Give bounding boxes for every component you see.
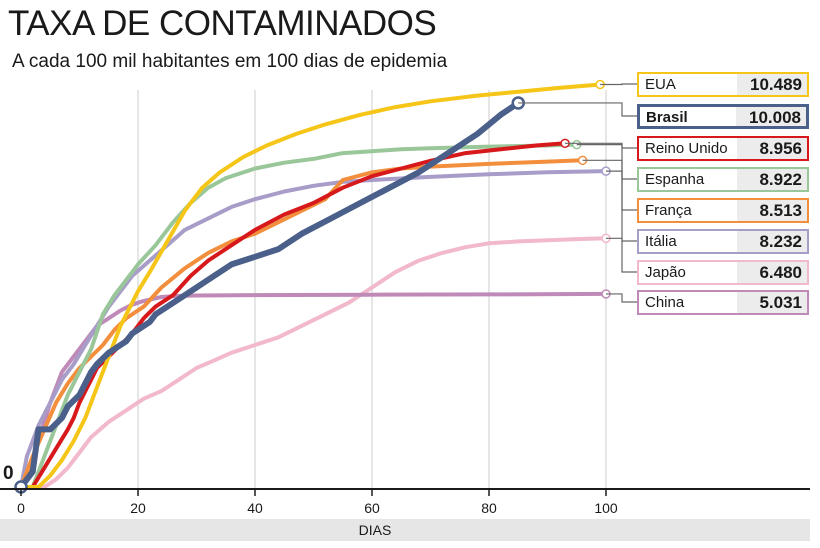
legend-value: 10.008 xyxy=(736,107,806,127)
x-tick-label: 100 xyxy=(594,500,618,516)
leader-line-brasil xyxy=(518,102,637,117)
series-line-reino-unido xyxy=(19,141,568,489)
x-axis-band xyxy=(0,519,810,541)
series-line-it-lia xyxy=(19,169,608,489)
legend-value: 8.922 xyxy=(737,169,807,190)
legend-leaders xyxy=(518,83,637,303)
series-line-jap-o xyxy=(19,236,608,489)
x-tick-label: 60 xyxy=(364,500,380,516)
legend-item-china: China 5.031 xyxy=(637,290,809,315)
legend-item-fran-a: França 8.513 xyxy=(637,198,809,223)
legend-label: Reino Unido xyxy=(645,140,728,157)
series-line-eua xyxy=(19,82,603,489)
legend-label: China xyxy=(645,294,685,311)
series-lines xyxy=(14,79,611,494)
chart-title: TAXA DE CONTAMINADOS xyxy=(8,4,437,43)
x-tick-label: 0 xyxy=(17,500,25,516)
chart-subtitle: A cada 100 mil habitantes em 100 dias de… xyxy=(12,51,448,72)
legend-label: França xyxy=(645,202,692,219)
legend-label: Japão xyxy=(645,264,686,281)
leader-line-china xyxy=(606,293,637,303)
x-axis-label: DIAS xyxy=(359,522,392,538)
legend-item-brasil: Brasil 10.008 xyxy=(637,104,809,129)
legend-value: 5.031 xyxy=(737,292,807,313)
leader-line-reino-unido xyxy=(565,142,637,149)
legend-item-it-lia: Itália 8.232 xyxy=(637,229,809,254)
legend-item-espanha: Espanha 8.922 xyxy=(637,167,809,192)
x-tick-label: 80 xyxy=(481,500,497,516)
y-zero-label: 0 xyxy=(3,463,14,484)
legend-label: Itália xyxy=(645,233,677,250)
legend-value: 8.956 xyxy=(737,138,807,159)
leader-line-jap-o xyxy=(606,237,637,273)
legend-value: 8.232 xyxy=(737,231,807,252)
legend-item-reino-unido: Reino Unido 8.956 xyxy=(637,136,809,161)
legend-item-jap-o: Japão 6.480 xyxy=(637,260,809,285)
legend-value: 10.489 xyxy=(737,74,807,95)
series-line-espanha xyxy=(19,142,579,489)
legend-label: EUA xyxy=(645,76,676,93)
x-tick-label: 20 xyxy=(130,500,146,516)
series-line-china xyxy=(19,291,608,489)
legend-value: 8.513 xyxy=(737,200,807,221)
leader-line-espanha xyxy=(576,144,637,180)
series-line-brasil xyxy=(18,100,522,490)
legend-label: Espanha xyxy=(645,171,705,188)
legend-label: Brasil xyxy=(646,109,688,126)
legend-value: 6.480 xyxy=(737,262,807,283)
x-axis: 0 20 40 60 80 100 DIAS 0 xyxy=(0,463,810,541)
x-tick-label: 40 xyxy=(247,500,263,516)
leader-line-fran-a xyxy=(582,159,637,211)
legend-item-eua: EUA 10.489 xyxy=(637,72,809,97)
